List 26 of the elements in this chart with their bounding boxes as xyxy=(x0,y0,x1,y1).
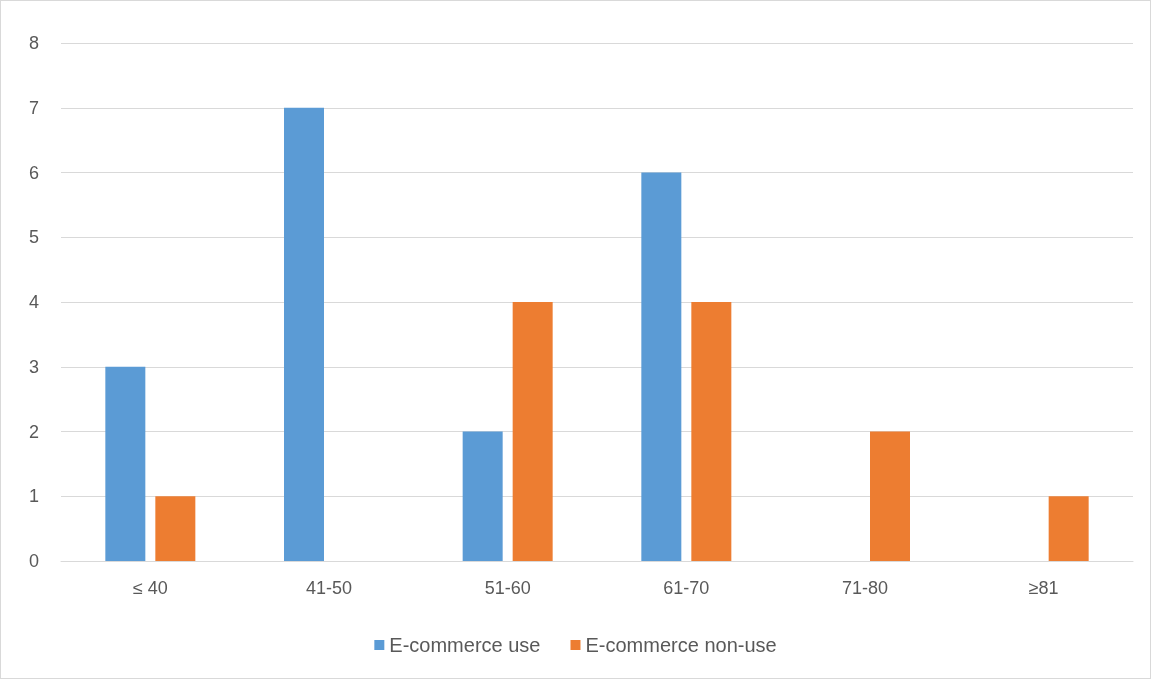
bar xyxy=(641,172,682,561)
y-tick-label: 4 xyxy=(28,292,39,312)
bar xyxy=(284,107,324,561)
y-tick-label: 8 xyxy=(28,33,39,53)
y-tick-label: 1 xyxy=(28,486,39,507)
x-tick-label: ≤ 40 xyxy=(132,578,168,598)
bar xyxy=(691,302,732,561)
y-tick-label: 6 xyxy=(28,162,39,183)
bar xyxy=(512,302,553,561)
bar xyxy=(105,366,146,561)
y-tick-label: 2 xyxy=(28,421,39,442)
y-tick-label: 3 xyxy=(28,356,39,377)
x-tick-label: 51-60 xyxy=(484,578,531,598)
x-tick-label: 41-50 xyxy=(305,578,353,598)
bar xyxy=(155,496,196,561)
y-tick-label: 0 xyxy=(28,551,39,571)
x-tick-label: 71-80 xyxy=(841,578,889,598)
bar xyxy=(1048,496,1089,561)
y-tick-label: 5 xyxy=(28,227,39,248)
bar xyxy=(462,431,503,561)
x-tick-label: ≥81 xyxy=(1028,578,1059,598)
legend-label: E-commerce non-use xyxy=(585,634,777,656)
x-tick-label: 61-70 xyxy=(663,578,710,598)
bar xyxy=(870,431,910,561)
y-tick-label: 7 xyxy=(28,97,39,118)
legend-label: E-commerce use xyxy=(389,634,541,656)
